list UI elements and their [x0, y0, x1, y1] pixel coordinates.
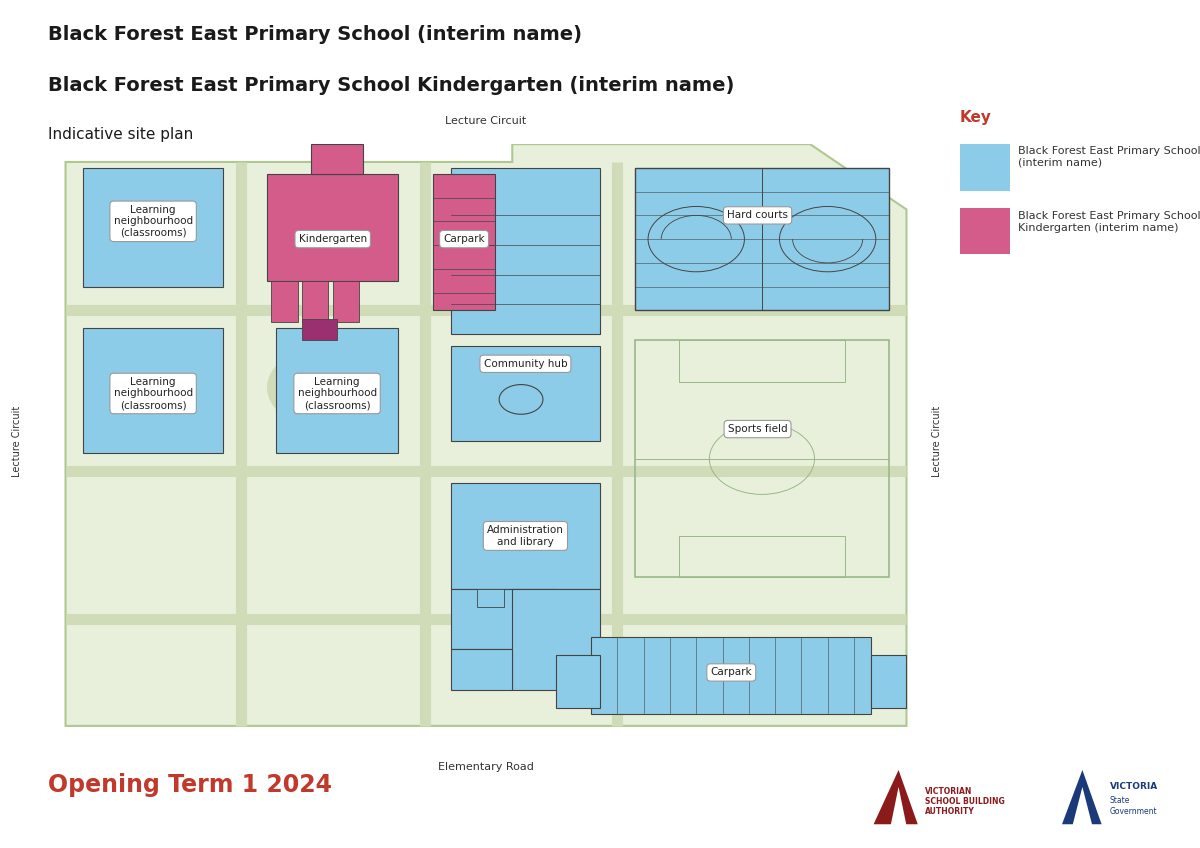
Circle shape — [298, 367, 359, 409]
FancyBboxPatch shape — [478, 589, 504, 607]
FancyBboxPatch shape — [433, 174, 494, 310]
Text: Learning
neighbourhood
(classrooms): Learning neighbourhood (classrooms) — [298, 377, 377, 410]
Polygon shape — [1062, 770, 1102, 824]
FancyBboxPatch shape — [311, 144, 364, 174]
Text: Lecture Circuit: Lecture Circuit — [932, 405, 942, 477]
Text: Opening Term 1 2024: Opening Term 1 2024 — [48, 773, 332, 797]
FancyBboxPatch shape — [83, 168, 223, 287]
Text: Learning
neighbourhood
(classrooms): Learning neighbourhood (classrooms) — [114, 377, 193, 410]
Text: Carpark: Carpark — [710, 667, 752, 678]
FancyBboxPatch shape — [276, 328, 398, 453]
Polygon shape — [66, 144, 906, 726]
Text: Indicative site plan: Indicative site plan — [48, 127, 193, 142]
Text: Black Forest East Primary School Kindergarten (interim name): Black Forest East Primary School Kinderg… — [48, 76, 734, 95]
Text: Black Forest East Primary School
Kindergarten (interim name): Black Forest East Primary School Kinderg… — [1018, 211, 1200, 233]
Text: Hard courts: Hard courts — [727, 210, 788, 220]
Text: Black Forest East Primary School (interim name): Black Forest East Primary School (interi… — [48, 25, 582, 44]
Text: Sports field: Sports field — [727, 424, 787, 434]
FancyBboxPatch shape — [266, 174, 398, 281]
Text: AUTHORITY: AUTHORITY — [925, 807, 976, 817]
Text: Lecture Circuit: Lecture Circuit — [445, 116, 527, 126]
FancyBboxPatch shape — [871, 655, 906, 708]
Circle shape — [266, 346, 390, 429]
Text: SCHOOL BUILDING: SCHOOL BUILDING — [925, 797, 1006, 806]
Text: Administration
and library: Administration and library — [487, 525, 564, 547]
Text: VICTORIAN: VICTORIAN — [925, 787, 973, 796]
FancyBboxPatch shape — [271, 281, 298, 322]
Polygon shape — [874, 770, 918, 824]
FancyBboxPatch shape — [556, 655, 600, 708]
FancyBboxPatch shape — [451, 483, 600, 589]
Polygon shape — [451, 649, 512, 690]
FancyBboxPatch shape — [451, 589, 556, 649]
Text: Kindergarten: Kindergarten — [299, 234, 367, 244]
FancyBboxPatch shape — [451, 168, 600, 334]
FancyBboxPatch shape — [960, 144, 1010, 191]
Text: Key: Key — [960, 110, 992, 126]
Text: Learning
neighbourhood
(classrooms): Learning neighbourhood (classrooms) — [114, 204, 193, 238]
FancyBboxPatch shape — [960, 208, 1010, 254]
FancyBboxPatch shape — [451, 346, 600, 441]
Text: Elementary Road: Elementary Road — [438, 762, 534, 772]
FancyBboxPatch shape — [592, 637, 871, 714]
Text: VICTORIA: VICTORIA — [1110, 782, 1158, 791]
Text: Carpark: Carpark — [443, 234, 485, 244]
Text: Community hub: Community hub — [484, 359, 568, 369]
FancyBboxPatch shape — [302, 281, 329, 322]
FancyBboxPatch shape — [332, 281, 359, 322]
Text: State: State — [1110, 795, 1130, 805]
Text: Black Forest East Primary School
(interim name): Black Forest East Primary School (interi… — [1018, 146, 1200, 168]
FancyBboxPatch shape — [512, 589, 600, 690]
FancyBboxPatch shape — [83, 328, 223, 453]
FancyBboxPatch shape — [635, 168, 889, 310]
Text: Government: Government — [1110, 807, 1158, 817]
FancyBboxPatch shape — [302, 320, 337, 340]
Text: Lecture Circuit: Lecture Circuit — [12, 405, 23, 477]
